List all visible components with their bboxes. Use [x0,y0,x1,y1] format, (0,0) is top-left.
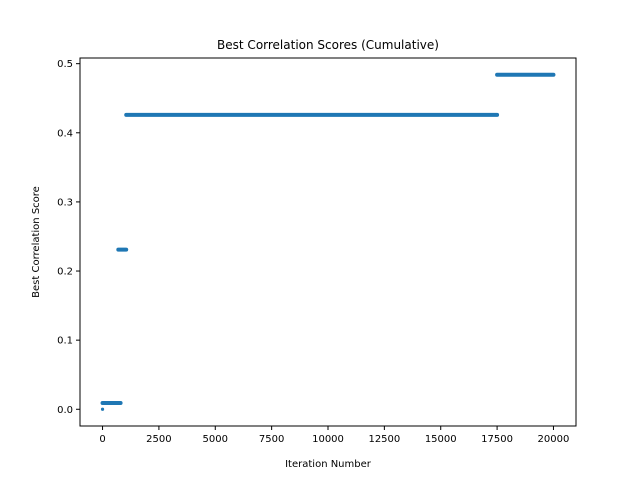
data-point [100,407,105,411]
y-tick-label: 0.2 [57,267,73,278]
x-tick-label: 20000 [538,434,570,445]
y-tick-label: 0.4 [57,128,73,139]
x-tick-label: 7500 [259,434,284,445]
y-tick-label: 0.3 [57,197,73,208]
x-tick-label: 17500 [481,434,513,445]
x-tick-label: 15000 [425,434,457,445]
x-tick-label: 2500 [146,434,171,445]
plot-frame [79,57,577,427]
x-tick-label: 12500 [368,434,400,445]
y-tick-label: 0.5 [57,59,73,70]
chart-title: Best Correlation Scores (Cumulative) [217,38,439,52]
y-tick-label: 0.0 [57,405,73,416]
x-tick-label: 0 [99,434,105,445]
x-tick-label: 5000 [203,434,228,445]
x-tick-label: 10000 [312,434,344,445]
x-axis-label: Iteration Number [285,459,372,470]
axis-ticks: 0 2500 5000 7500 10000 12500 15000 17500 20000 0.… [57,59,569,445]
y-axis-label: Best Correlation Score [31,186,42,298]
data-marks [100,72,556,411]
y-tick-label: 0.1 [57,336,73,347]
